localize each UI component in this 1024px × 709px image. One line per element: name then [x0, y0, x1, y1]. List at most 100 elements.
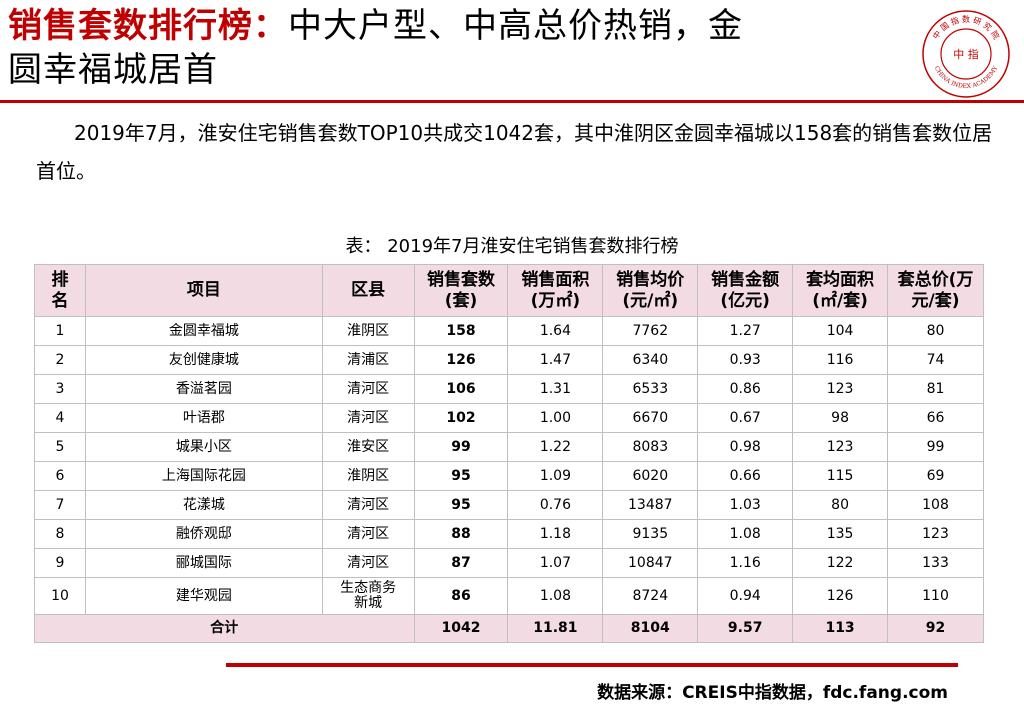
- title-highlight: 销售套数排行榜：: [8, 6, 288, 46]
- cell-unit-area: 123: [792, 374, 889, 404]
- cell-district: 淮安区: [321, 432, 415, 462]
- cell-total-price: 133: [887, 548, 984, 578]
- cell-unit-area: 115: [792, 461, 889, 491]
- cell-units: 86: [413, 577, 509, 615]
- svg-text:中 国 指 数 研 究 院: 中 国 指 数 研 究 院: [930, 14, 1001, 41]
- page-title: 销售套数排行榜：中大户型、中高总价热销，金 圆幸福城居首: [8, 4, 908, 92]
- cell-avg-price: 13487: [602, 490, 699, 520]
- cell-total-label: 合计: [34, 614, 415, 643]
- cell-amount: 0.94: [697, 577, 794, 615]
- cell-unit-area: 98: [792, 403, 889, 433]
- table-row: 5 城果小区 淮安区 99 1.22 8083 0.98 123 99: [33, 432, 984, 462]
- table-row: 3 香溢茗园 清河区 106 1.31 6533 0.86 123 81: [33, 374, 984, 404]
- header-district: 区县: [321, 264, 415, 317]
- cell-rank: 1: [33, 316, 87, 346]
- cell-total-area: 11.81: [507, 614, 604, 643]
- cell-amount: 1.03: [697, 490, 794, 520]
- cell-amount: 0.86: [697, 374, 794, 404]
- cell-units: 106: [413, 374, 509, 404]
- cell-project: 融侨观邸: [85, 519, 323, 549]
- cell-total-price: 108: [887, 490, 984, 520]
- title-line2: 圆幸福城居首: [8, 50, 218, 90]
- cell-unit-area: 122: [792, 548, 889, 578]
- cell-district: 清河区: [321, 374, 415, 404]
- header-amount: 销售金额(亿元): [697, 264, 794, 317]
- cell-units: 99: [413, 432, 509, 462]
- cell-avg-price: 8083: [602, 432, 699, 462]
- cell-area: 1.00: [507, 403, 604, 433]
- china-index-academy-logo: 中 国 指 数 研 究 院 CHINA INDEX ACADEMY 中 指: [920, 8, 1012, 100]
- logo-ring-bottom: CHINA INDEX ACADEMY: [933, 64, 1000, 90]
- cell-total-price: 81: [887, 374, 984, 404]
- data-source: 数据来源：CREIS中指数据，fdc.fang.com: [597, 683, 948, 703]
- cell-project: 郦城国际: [85, 548, 323, 578]
- header-units: 销售套数(套): [413, 264, 509, 317]
- cell-amount: 1.27: [697, 316, 794, 346]
- cell-unit-area: 116: [792, 345, 889, 375]
- title-divider: [0, 100, 1024, 103]
- cell-rank: 9: [33, 548, 87, 578]
- cell-rank: 5: [33, 432, 87, 462]
- header-avg-price: 销售均价(元/㎡): [602, 264, 699, 317]
- cell-total-price: 110: [887, 577, 984, 615]
- table-row: 9 郦城国际 清河区 87 1.07 10847 1.16 122 133: [33, 548, 984, 578]
- cell-total-price: 74: [887, 345, 984, 375]
- cell-units: 158: [413, 316, 509, 346]
- cell-district: 清河区: [321, 403, 415, 433]
- cell-area: 0.76: [507, 490, 604, 520]
- table-row: 6 上海国际花园 淮阴区 95 1.09 6020 0.66 115 69: [33, 461, 984, 491]
- cell-area: 1.22: [507, 432, 604, 462]
- cell-total-price: 66: [887, 403, 984, 433]
- cell-total-avg-price: 8104: [602, 614, 699, 643]
- cell-total-unit-area: 113: [792, 614, 889, 643]
- header-project: 项目: [85, 264, 323, 317]
- cell-project: 金圆幸福城: [85, 316, 323, 346]
- cell-units: 126: [413, 345, 509, 375]
- cell-units: 95: [413, 490, 509, 520]
- cell-total-price: 99: [887, 432, 984, 462]
- cell-total-units: 1042: [413, 614, 509, 643]
- cell-project: 建华观园: [85, 577, 323, 615]
- cell-district: 清河区: [321, 548, 415, 578]
- cell-district: 生态商务新城: [321, 577, 415, 615]
- svg-text:CHINA INDEX ACADEMY: CHINA INDEX ACADEMY: [933, 64, 1000, 90]
- cell-avg-price: 6020: [602, 461, 699, 491]
- cell-unit-area: 126: [792, 577, 889, 615]
- cell-area: 1.31: [507, 374, 604, 404]
- cell-total-amount: 9.57: [697, 614, 794, 643]
- cell-rank: 10: [33, 577, 87, 615]
- header-total-price: 套总价(万元/套): [887, 264, 984, 317]
- logo-center-text: 中 指: [953, 47, 979, 61]
- cell-project: 叶语郡: [85, 403, 323, 433]
- cell-area: 1.47: [507, 345, 604, 375]
- cell-project: 香溢茗园: [85, 374, 323, 404]
- cell-project: 上海国际花园: [85, 461, 323, 491]
- table-row: 2 友创健康城 清浦区 126 1.47 6340 0.93 116 74: [33, 345, 984, 375]
- cell-project: 城果小区: [85, 432, 323, 462]
- cell-area: 1.09: [507, 461, 604, 491]
- header-rank: 排名: [33, 264, 87, 317]
- cell-total-price: 69: [887, 461, 984, 491]
- ranking-table: 排名 项目 区县 销售套数(套) 销售面积(万㎡) 销售均价(元/㎡) 销售金额…: [33, 264, 984, 643]
- cell-rank: 2: [33, 345, 87, 375]
- logo-ring-top: 中 国 指 数 研 究 院: [930, 14, 1001, 41]
- table-row: 7 花漾城 清河区 95 0.76 13487 1.03 80 108: [33, 490, 984, 520]
- cell-district: 淮阴区: [321, 461, 415, 491]
- table-total-row: 合计 1042 11.81 8104 9.57 113 92: [34, 614, 984, 643]
- cell-district: 淮阴区: [321, 316, 415, 346]
- table-caption: 表： 2019年7月淮安住宅销售套数排行榜: [345, 236, 679, 257]
- cell-avg-price: 7762: [602, 316, 699, 346]
- table-row: 8 融侨观邸 清河区 88 1.18 9135 1.08 135 123: [33, 519, 984, 549]
- cell-avg-price: 6670: [602, 403, 699, 433]
- cell-total-price: 80: [887, 316, 984, 346]
- cell-units: 88: [413, 519, 509, 549]
- cell-area: 1.07: [507, 548, 604, 578]
- cell-district: 清河区: [321, 490, 415, 520]
- cell-amount: 0.93: [697, 345, 794, 375]
- table-row: 1 金圆幸福城 淮阴区 158 1.64 7762 1.27 104 80: [33, 316, 984, 346]
- header-area: 销售面积(万㎡): [507, 264, 604, 317]
- cell-amount: 1.16: [697, 548, 794, 578]
- cell-total-price: 123: [887, 519, 984, 549]
- cell-amount: 1.08: [697, 519, 794, 549]
- table-row: 10 建华观园 生态商务新城 86 1.08 8724 0.94 126 110: [33, 577, 984, 615]
